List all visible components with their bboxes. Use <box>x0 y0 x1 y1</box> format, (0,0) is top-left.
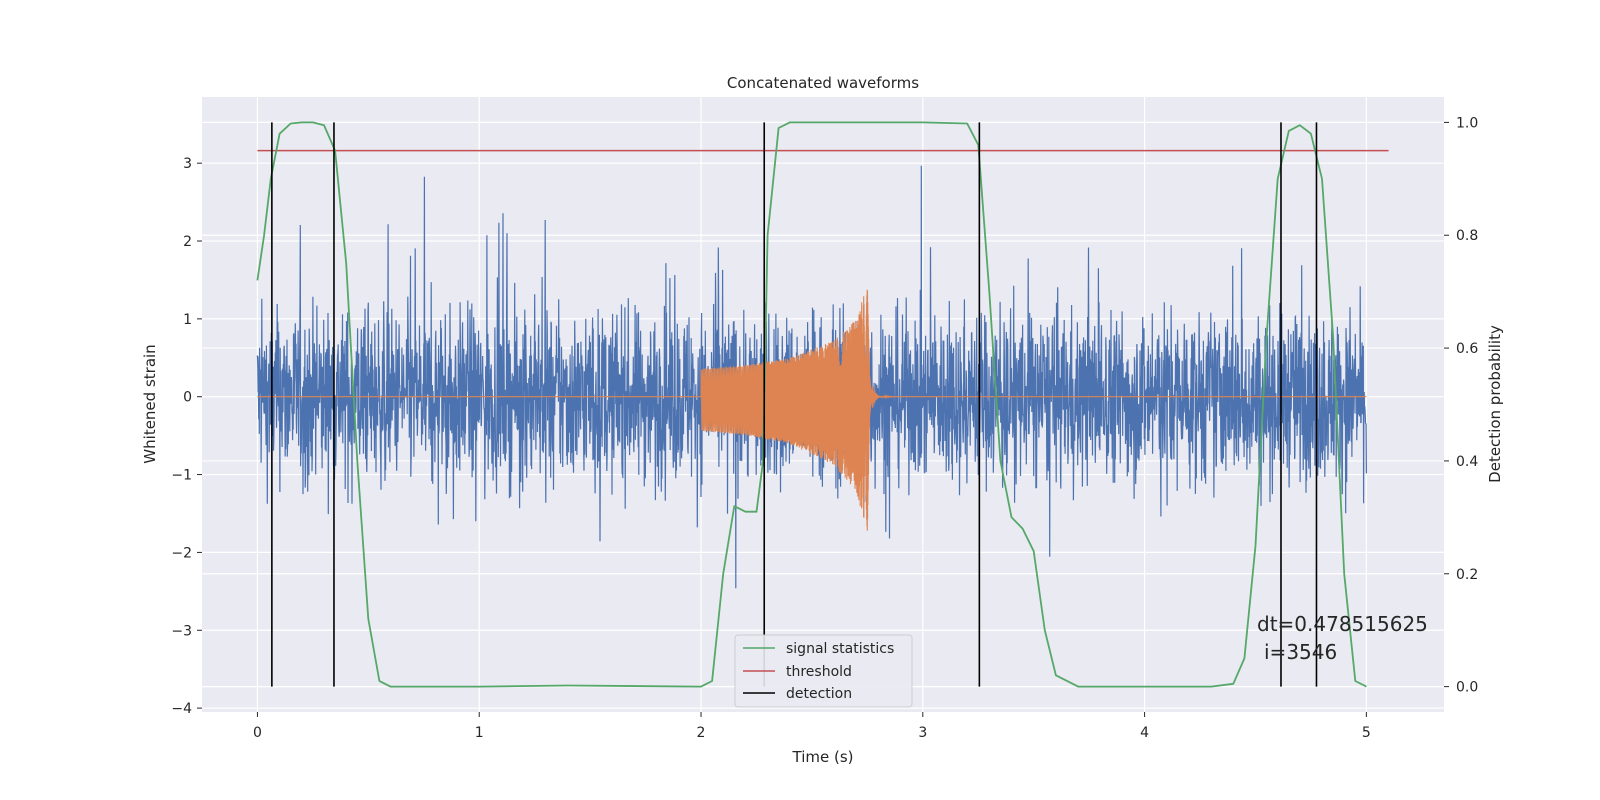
right-axis-ticks: 0.0 0.2 0.4 0.6 0.8 1.0 <box>1444 115 1478 696</box>
legend: signal statistics threshold detection <box>734 634 913 708</box>
right-tick-label: 0.6 <box>1456 341 1478 357</box>
chirp-series <box>257 289 1367 531</box>
right-tick-label: 0.0 <box>1456 680 1478 696</box>
right-tick-label: 1.0 <box>1456 115 1478 131</box>
annotation-dt: dt=0.478515625 <box>1257 612 1428 636</box>
x-tick-label: 1 <box>475 725 484 741</box>
y-axis-label: Whitened strain <box>141 344 159 463</box>
chirp-line <box>257 289 1367 531</box>
right-axis-label: Detection probability <box>1486 325 1504 483</box>
y-tick-label: 1 <box>183 312 192 328</box>
right-tick-label: 0.8 <box>1456 228 1478 244</box>
y-tick-label: −3 <box>171 623 192 639</box>
y-tick-label: 3 <box>183 156 192 172</box>
chart-title: Concatenated waveforms <box>727 74 919 92</box>
x-axis-label: Time (s) <box>792 748 854 766</box>
right-tick-label: 0.2 <box>1456 567 1478 583</box>
x-tick-label: 3 <box>918 725 927 741</box>
y-tick-label: −1 <box>171 468 192 484</box>
signal-statistics-series <box>256 121 1367 688</box>
right-tick-label: 0.4 <box>1456 454 1478 470</box>
detection-lines <box>271 122 1318 687</box>
legend-label-threshold: threshold <box>786 664 852 680</box>
y-tick-label: 0 <box>183 390 192 406</box>
annotation: dt=0.478515625 i=3546 <box>1257 612 1428 664</box>
x-tick-label: 2 <box>697 725 706 741</box>
legend-label-signal-statistics: signal statistics <box>786 641 894 657</box>
y-tick-label: −4 <box>171 701 192 717</box>
legend-box <box>734 634 913 708</box>
y-tick-label: −2 <box>171 545 192 561</box>
x-tick-label: 0 <box>253 725 262 741</box>
y-axis-ticks: −4 −3 −2 −1 0 1 2 3 <box>171 156 202 717</box>
legend-label-detection: detection <box>786 686 852 702</box>
y-tick-label: 2 <box>183 234 192 250</box>
annotation-i: i=3546 <box>1264 640 1337 664</box>
x-tick-label: 4 <box>1140 725 1149 741</box>
x-tick-label: 5 <box>1362 725 1371 741</box>
x-axis-ticks: 0 1 2 3 4 5 <box>253 712 1371 741</box>
signal-statistics-line <box>256 121 1367 688</box>
